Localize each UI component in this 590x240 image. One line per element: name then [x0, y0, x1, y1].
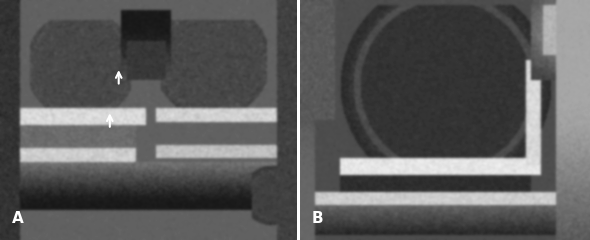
- Text: B: B: [312, 211, 323, 226]
- Text: A: A: [12, 211, 24, 226]
